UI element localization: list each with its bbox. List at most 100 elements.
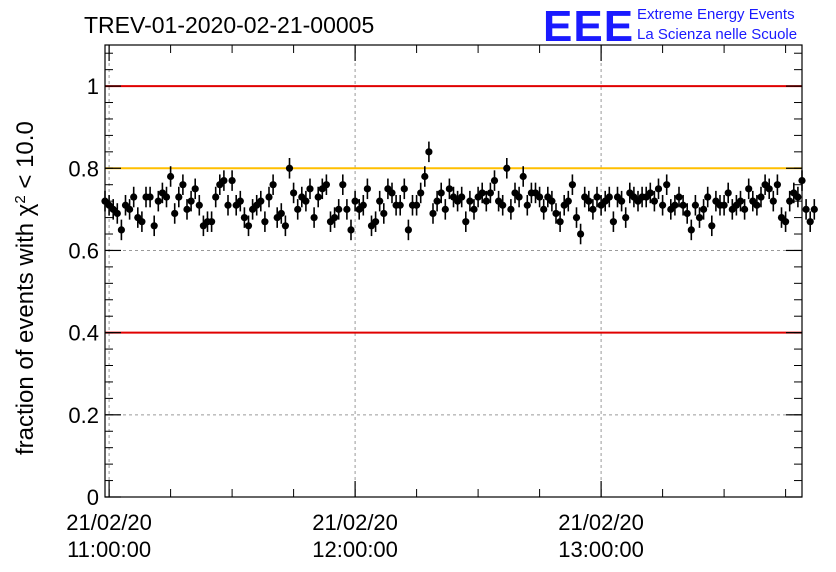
data-point	[281, 222, 289, 230]
y-tick-label: 0.2	[68, 403, 99, 428]
data-point	[794, 193, 802, 201]
data-point	[363, 185, 371, 193]
data-point	[675, 193, 683, 201]
data-point	[700, 205, 708, 213]
data-point	[343, 205, 351, 213]
data-point	[240, 213, 248, 222]
data-point	[376, 197, 384, 205]
data-point	[769, 197, 777, 205]
data-point	[806, 218, 814, 226]
chart-title: TREV-01-2020-02-21-00005	[84, 12, 374, 38]
data-point	[765, 185, 773, 193]
data-point	[687, 226, 695, 234]
data-point	[585, 197, 593, 205]
data-point	[351, 197, 359, 205]
data-point	[183, 205, 191, 213]
data-point	[277, 209, 285, 218]
data-point	[146, 193, 154, 201]
data-point	[622, 213, 630, 222]
data-point	[437, 189, 445, 197]
data-point	[404, 226, 412, 234]
logo-text: EEE	[543, 2, 634, 51]
data-point	[745, 185, 753, 193]
y-axis-label-suffix: < 10.0	[12, 121, 39, 195]
data-point	[593, 193, 601, 201]
data-point	[208, 218, 216, 226]
data-point	[691, 201, 700, 209]
data-point	[113, 209, 121, 218]
data-point	[433, 197, 441, 205]
data-point	[294, 205, 302, 213]
data-point	[314, 193, 322, 201]
data-point	[445, 185, 453, 193]
data-point	[167, 172, 175, 181]
data-point	[191, 185, 199, 193]
data-point	[290, 189, 298, 197]
data-point	[577, 230, 585, 238]
data-point	[618, 197, 626, 205]
data-point	[224, 201, 232, 209]
data-point	[195, 201, 203, 209]
data-point	[244, 222, 253, 230]
data-point	[458, 193, 466, 201]
y-tick-label: 0.8	[68, 156, 99, 181]
data-point	[269, 181, 277, 189]
data-point	[478, 189, 486, 197]
data-point	[773, 181, 782, 189]
reference-lines	[105, 85, 802, 334]
data-point	[540, 205, 548, 213]
tick-labels: 00.20.40.60.8121/02/2011:00:0021/02/2012…	[66, 74, 644, 562]
data-point	[646, 189, 654, 197]
data-point	[302, 197, 310, 205]
x-tick-label-date: 21/02/20	[558, 510, 644, 535]
data-point	[117, 226, 125, 234]
data-point	[179, 181, 187, 189]
data-point	[331, 213, 339, 222]
data-point	[372, 218, 380, 226]
data-point	[441, 205, 449, 213]
data-point	[507, 205, 515, 213]
y-axis-label-prefix: fraction of events with χ	[12, 203, 39, 455]
data-point	[724, 189, 732, 197]
y-axis-label-sup: 2	[12, 195, 29, 203]
data-point	[335, 205, 343, 213]
data-point	[499, 201, 507, 209]
data-point	[466, 197, 474, 205]
data-point	[482, 197, 490, 205]
y-tick-label: 1	[87, 74, 99, 99]
logo-line-1: Extreme Energy Events	[637, 6, 795, 23]
data-point	[568, 181, 577, 189]
data-point	[220, 177, 228, 185]
y-tick-label: 0.6	[68, 238, 99, 263]
data-point	[753, 201, 761, 209]
data-point	[154, 197, 162, 205]
data-point	[162, 193, 171, 201]
data-point	[347, 226, 355, 234]
data-point	[380, 209, 388, 218]
data-point	[421, 172, 429, 181]
data-point	[519, 172, 527, 181]
eee-logo: EEE Extreme Energy Events La Scienza nel…	[543, 2, 797, 51]
data-point	[572, 213, 581, 222]
x-tick-label-time: 13:00:00	[558, 537, 644, 562]
data-point	[679, 201, 687, 209]
data-point	[523, 201, 531, 209]
data-point	[236, 197, 244, 205]
data-point	[736, 197, 745, 205]
data-point	[503, 164, 511, 172]
x-tick-label-time: 11:00:00	[67, 537, 151, 562]
y-axis-label: fraction of events with χ2 < 10.0	[12, 121, 40, 455]
data-point	[257, 197, 265, 205]
data-point	[786, 197, 794, 205]
data-point	[429, 209, 437, 218]
data-point	[536, 193, 544, 201]
data-point	[548, 197, 556, 205]
data-point	[720, 201, 728, 209]
data-point	[486, 189, 494, 197]
data-point	[659, 201, 667, 209]
data-point	[130, 193, 138, 201]
data-point	[564, 197, 572, 205]
data-point	[306, 185, 314, 193]
